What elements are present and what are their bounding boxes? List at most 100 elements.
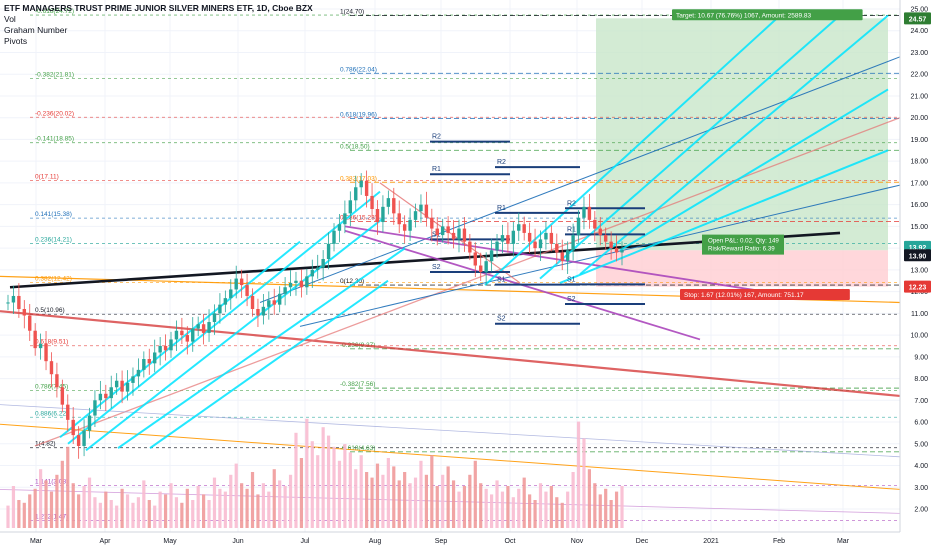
pivot-label: R1 <box>432 166 441 173</box>
price-highlight-label: 13.92 <box>909 245 927 252</box>
pivot-label: S2 <box>432 264 441 271</box>
candle-body <box>364 180 369 196</box>
price-tick-label: 2.00 <box>914 507 928 514</box>
fib-label-right: 0.236(15.23) <box>340 214 377 221</box>
volume-bar <box>506 486 510 528</box>
candle-body <box>76 435 81 446</box>
fib-label-left: 0.141(15.38) <box>35 211 72 218</box>
candle-body <box>430 217 434 229</box>
time-tick-label: Mar <box>837 538 850 545</box>
candle-body <box>495 241 499 251</box>
volume-bar <box>370 477 374 528</box>
price-tick-label: 25.00 <box>910 7 928 14</box>
volume-bar <box>549 486 553 528</box>
volume-bar <box>424 474 428 528</box>
volume-bar <box>174 497 179 528</box>
price-tick-label: 23.00 <box>910 50 928 57</box>
volume-bar <box>441 474 445 528</box>
target-label: Target: 10.67 (76.76%) 1067, Amount: 258… <box>676 12 812 19</box>
stop-label: Stop: 1.67 (12.01%) 167, Amount: 751.17 <box>684 292 804 299</box>
volume-bar <box>131 502 135 528</box>
volume-bar <box>566 491 570 528</box>
candle-body <box>326 243 331 259</box>
volume-bar <box>22 502 26 528</box>
pivot-label: R2 <box>567 200 576 207</box>
candle-body <box>87 415 92 431</box>
fib-label-left: -0.382(21.81) <box>35 71 74 78</box>
volume-bar <box>153 505 157 528</box>
candle-body <box>180 330 184 336</box>
price-tick-label: 5.00 <box>914 441 928 448</box>
candle-body <box>348 200 353 214</box>
candle-body <box>44 343 48 362</box>
volume-bar <box>413 477 418 528</box>
price-tick-label: 20.00 <box>910 115 928 122</box>
fib-label-left: 0.5(10.96) <box>35 307 65 314</box>
time-tick-label: Feb <box>773 538 785 545</box>
volume-bar <box>500 491 505 528</box>
cyan-fan-line <box>484 14 781 286</box>
volume-bar <box>495 480 499 528</box>
volume-bar <box>267 491 271 528</box>
volume-bar <box>305 418 309 528</box>
volume-bar <box>185 488 189 528</box>
volume-bar <box>446 466 450 528</box>
candle-body <box>288 282 293 288</box>
trend-line <box>0 423 901 490</box>
candle-body <box>60 387 65 405</box>
candle-body <box>305 276 309 288</box>
cyan-fan-line <box>579 14 889 275</box>
stop-label-bg <box>680 289 850 301</box>
price-tick-label: 7.00 <box>914 398 928 405</box>
fib-label-left: -0.618(24.72) <box>35 8 74 15</box>
price-tick-label: 22.00 <box>910 72 928 79</box>
volume-bar <box>587 469 591 528</box>
volume-bar <box>142 480 146 528</box>
trend-line <box>34 117 901 447</box>
candle-body <box>484 261 488 273</box>
volume-bar <box>604 488 608 528</box>
candle-body <box>565 250 570 262</box>
pivot-label: R1 <box>567 226 576 233</box>
volume-bar <box>560 502 564 528</box>
volume-bar <box>33 488 37 528</box>
volume-bar <box>256 494 260 528</box>
candle-body <box>299 280 304 288</box>
volume-bar <box>468 474 472 528</box>
fib-label-right: 0.5(18.50) <box>340 143 370 150</box>
volume-bar <box>98 502 102 528</box>
candle-body <box>582 206 586 218</box>
volume-bar <box>451 480 456 528</box>
volume-bar <box>17 500 21 528</box>
volume-bar <box>44 480 48 528</box>
fib-label-left: 0.236(14.21) <box>35 237 72 244</box>
volume-bar <box>87 477 92 528</box>
volume-bar <box>202 494 206 528</box>
volume-bar <box>430 455 434 528</box>
volume-bar <box>489 494 494 528</box>
candle-body <box>517 224 521 231</box>
volume-bar <box>109 500 113 528</box>
price-tick-label: 21.00 <box>910 93 928 100</box>
fib-label-right: 1(24.70) <box>340 9 364 16</box>
pivot-label: R2 <box>432 134 441 141</box>
time-tick-label: Jun <box>232 538 243 545</box>
volume-bar <box>77 494 81 528</box>
indicator-pivots[interactable]: Pivots <box>4 36 28 46</box>
candle-body <box>489 250 494 262</box>
candle-body <box>218 304 222 314</box>
candle-body <box>82 430 86 446</box>
volume-bar <box>582 438 586 528</box>
target-label-bg <box>672 9 863 21</box>
indicator-graham-number[interactable]: Graham Number <box>4 25 68 35</box>
time-tick-label: Sep <box>435 538 448 545</box>
price-tick-label: 11.00 <box>911 311 928 318</box>
volume-bar <box>408 483 412 528</box>
candle-body <box>6 302 10 304</box>
volume-bar <box>517 488 521 528</box>
open-pnl-label: Open P&L: 0.02, Qty: 149 <box>708 238 779 245</box>
candle-body <box>370 195 374 209</box>
candle-body <box>212 313 217 323</box>
indicator-vol[interactable]: Vol <box>4 14 16 24</box>
